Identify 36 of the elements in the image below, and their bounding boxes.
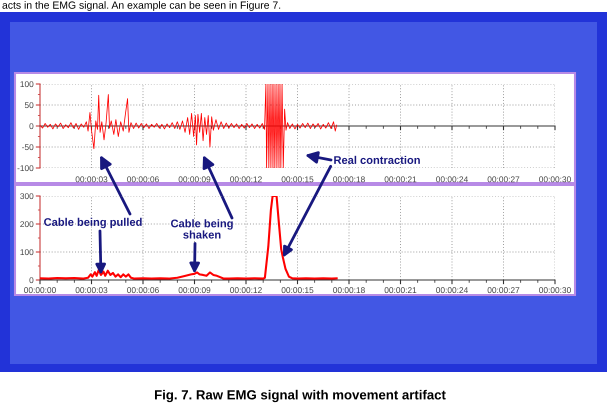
x-tick-label: 00:00:18 [333, 176, 365, 182]
x-tick-label: 00:00:30 [539, 287, 571, 294]
x-tick-label: 00:00:15 [282, 287, 314, 294]
y-tick-label: -50 [22, 144, 34, 150]
y-tick-label: 200 [20, 221, 34, 228]
line-series [40, 196, 338, 280]
x-tick-label: 00:00:21 [384, 287, 416, 294]
x-tick-label: 00:00:15 [282, 176, 314, 182]
annotation: Cable being pulled [44, 218, 142, 228]
x-tick-label: 00:00:06 [127, 287, 159, 294]
x-tick-label: 00:00:09 [178, 176, 210, 182]
text: acts in the EMG signal. An example can be seen in Figure 7. [2, 1, 280, 11]
y-tick-label: 100 [20, 249, 34, 256]
y-tick-label: 0 [29, 277, 34, 284]
y-tick-label: 0 [29, 123, 34, 130]
x-tick-label: 00:00:27 [488, 287, 520, 294]
x-tick-label: 00:00:00 [24, 287, 56, 294]
x-tick-label: 00:00:06 [127, 176, 159, 182]
x-tick-label: 00:00:09 [178, 287, 210, 294]
x-tick-label: 00:00:21 [384, 176, 416, 182]
annotation: Cable being shaken [170, 219, 233, 239]
caption: Fig. 7. Raw EMG signal with movement artifact [154, 390, 446, 402]
x-tick-label: 00:00:24 [436, 287, 468, 294]
annotation: Real contraction [334, 156, 420, 164]
y-tick-label: 50 [24, 102, 34, 108]
x-tick-label: 00:00:12 [230, 176, 262, 182]
x-tick-label: 00:00:27 [488, 176, 520, 182]
y-tick-label: 100 [20, 81, 34, 88]
y-tick-label: 300 [20, 193, 34, 200]
y-tick-label: -100 [17, 165, 34, 172]
x-tick-label: 00:00:03 [76, 287, 108, 294]
x-tick-label: 00:00:30 [539, 176, 571, 182]
x-tick-label: 00:00:03 [76, 176, 108, 182]
x-tick-label: 00:00:12 [230, 287, 262, 294]
x-tick-label: 00:00:24 [436, 176, 468, 182]
x-tick-label: 00:00:18 [333, 287, 365, 294]
